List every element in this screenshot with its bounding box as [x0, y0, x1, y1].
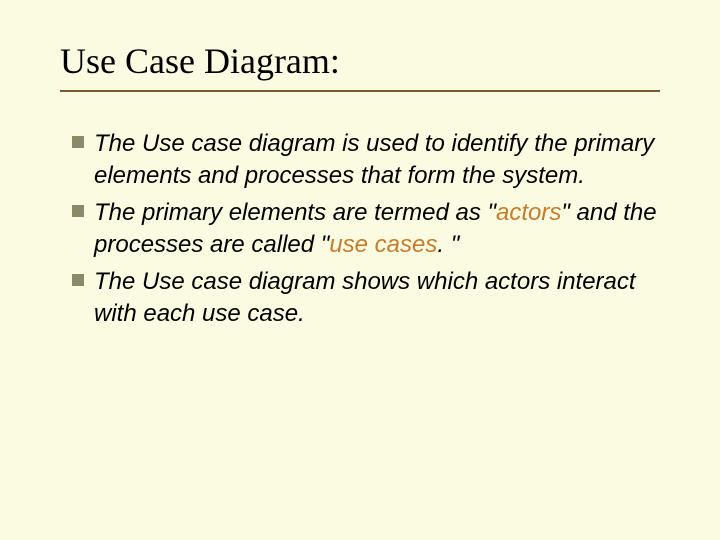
body-text: The Use case diagram is used to identify…	[94, 130, 654, 189]
bullet-text: The Use case diagram is used to identify…	[94, 128, 660, 193]
body-text: The Use case diagram shows which actors …	[94, 268, 636, 327]
bullet-item: The primary elements are termed as "acto…	[72, 197, 660, 262]
highlight-text: use cases	[329, 231, 437, 258]
bullet-list: The Use case diagram is used to identify…	[72, 128, 660, 330]
slide-title: Use Case Diagram:	[60, 40, 660, 82]
square-bullet-icon	[72, 274, 84, 286]
highlight-text: actors	[496, 199, 561, 226]
slide: Use Case Diagram: The Use case diagram i…	[0, 0, 720, 540]
body-text: The primary elements are termed as "	[94, 199, 496, 226]
body-text: . "	[437, 231, 459, 258]
square-bullet-icon	[72, 136, 84, 148]
bullet-item: The Use case diagram is used to identify…	[72, 128, 660, 193]
bullet-item: The Use case diagram shows which actors …	[72, 266, 660, 331]
bullet-text: The Use case diagram shows which actors …	[94, 266, 660, 331]
bullet-text: The primary elements are termed as "acto…	[94, 197, 660, 262]
title-rule	[60, 90, 660, 92]
square-bullet-icon	[72, 205, 84, 217]
